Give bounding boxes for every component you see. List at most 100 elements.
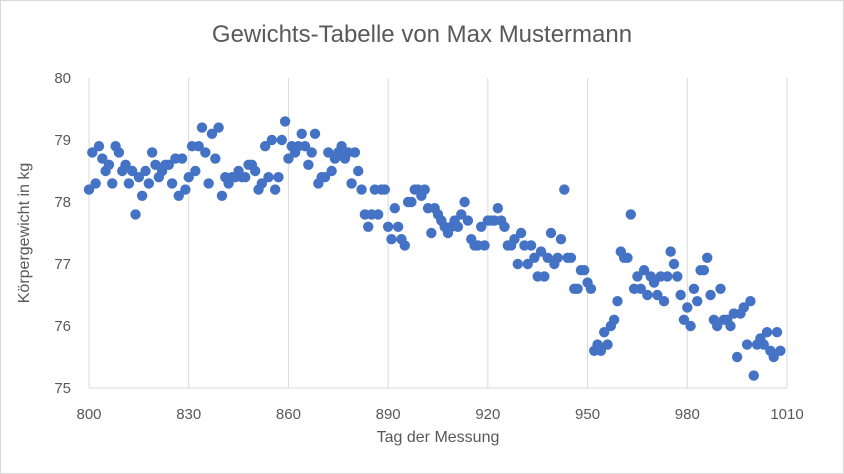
data-point — [113, 147, 125, 158]
data-point — [662, 271, 673, 282]
data-point — [648, 277, 660, 288]
data-point — [512, 258, 523, 270]
data-point — [642, 289, 653, 301]
x-tick-label: 980 — [675, 406, 700, 423]
data-point — [552, 252, 563, 263]
x-tick-label: 890 — [376, 406, 401, 423]
data-point — [595, 345, 607, 356]
data-point — [579, 265, 590, 276]
data-point — [542, 252, 553, 263]
data-point — [93, 141, 105, 152]
data-point — [625, 209, 636, 220]
data-point — [190, 165, 201, 177]
data-point — [143, 178, 155, 189]
data-point — [668, 258, 680, 270]
data-point — [319, 172, 331, 183]
data-point — [90, 178, 101, 189]
data-point — [712, 320, 723, 332]
data-point — [123, 178, 135, 189]
data-point — [259, 141, 271, 152]
data-point — [499, 221, 510, 232]
data-point — [97, 153, 108, 164]
data-point — [249, 165, 261, 177]
data-point — [419, 184, 430, 195]
data-point — [758, 339, 769, 350]
data-point — [682, 302, 693, 313]
data-point — [638, 265, 650, 276]
data-point — [479, 240, 490, 251]
data-point — [608, 314, 620, 325]
data-point — [698, 265, 710, 276]
data-point — [372, 209, 384, 220]
data-point — [120, 159, 131, 170]
data-point — [545, 227, 557, 239]
data-point — [263, 172, 274, 183]
data-point — [196, 122, 208, 133]
data-point — [363, 221, 374, 232]
data-point — [452, 221, 464, 232]
data-point — [525, 240, 537, 251]
data-point — [685, 320, 696, 332]
y-tick-label: 80 — [54, 70, 71, 87]
data-point — [632, 271, 643, 282]
x-tick-label: 800 — [76, 406, 101, 423]
data-point — [389, 203, 400, 214]
data-point — [688, 283, 700, 294]
data-point — [296, 128, 307, 139]
data-point — [559, 184, 570, 195]
data-point — [456, 209, 467, 220]
data-point — [692, 296, 703, 307]
data-point — [276, 134, 287, 146]
data-point — [127, 165, 138, 177]
data-point — [193, 141, 204, 152]
data-point — [665, 246, 676, 257]
data-point — [173, 190, 184, 201]
data-point — [336, 141, 347, 152]
data-point — [725, 320, 736, 332]
data-point — [406, 196, 417, 208]
data-point — [622, 252, 633, 263]
data-point — [675, 289, 686, 301]
data-point — [731, 351, 743, 363]
data-point — [652, 289, 663, 301]
data-point — [136, 190, 148, 201]
data-point — [210, 153, 221, 164]
data-point — [741, 339, 753, 350]
data-point — [326, 165, 337, 177]
x-tick-labels: 800 830 860 890 920 950 980 1010 — [76, 406, 803, 423]
data-point — [266, 134, 278, 146]
data-point — [462, 215, 474, 226]
data-point — [565, 252, 577, 263]
data-point — [216, 190, 228, 201]
data-point — [303, 159, 314, 170]
y-tick-labels: 75 76 77 78 79 80 — [54, 70, 71, 397]
y-tick-label: 75 — [54, 380, 71, 397]
data-point — [702, 252, 713, 263]
y-axis-title: Körpergewicht in kg — [16, 163, 33, 304]
y-tick-label: 76 — [54, 318, 71, 335]
x-axis-title: Tag der Messung — [377, 429, 500, 446]
data-point — [323, 147, 334, 158]
data-point — [130, 209, 141, 220]
data-point — [353, 165, 364, 177]
data-point — [426, 227, 437, 239]
data-point — [240, 172, 251, 183]
data-point — [279, 116, 291, 127]
x-tick-label: 860 — [276, 406, 301, 423]
data-point — [492, 203, 504, 214]
data-point — [140, 165, 151, 177]
data-point — [256, 178, 268, 189]
data-point — [306, 147, 317, 158]
gridlines — [88, 78, 788, 389]
data-point — [399, 240, 410, 251]
x-tick-label: 830 — [176, 406, 201, 423]
data-point — [705, 289, 716, 301]
data-point — [761, 327, 773, 338]
data-point — [515, 227, 527, 239]
data-point — [356, 184, 367, 195]
y-tick-label: 79 — [54, 132, 71, 149]
data-point — [386, 234, 397, 245]
data-point — [745, 296, 756, 307]
data-point — [133, 172, 145, 183]
data-point — [200, 147, 211, 158]
